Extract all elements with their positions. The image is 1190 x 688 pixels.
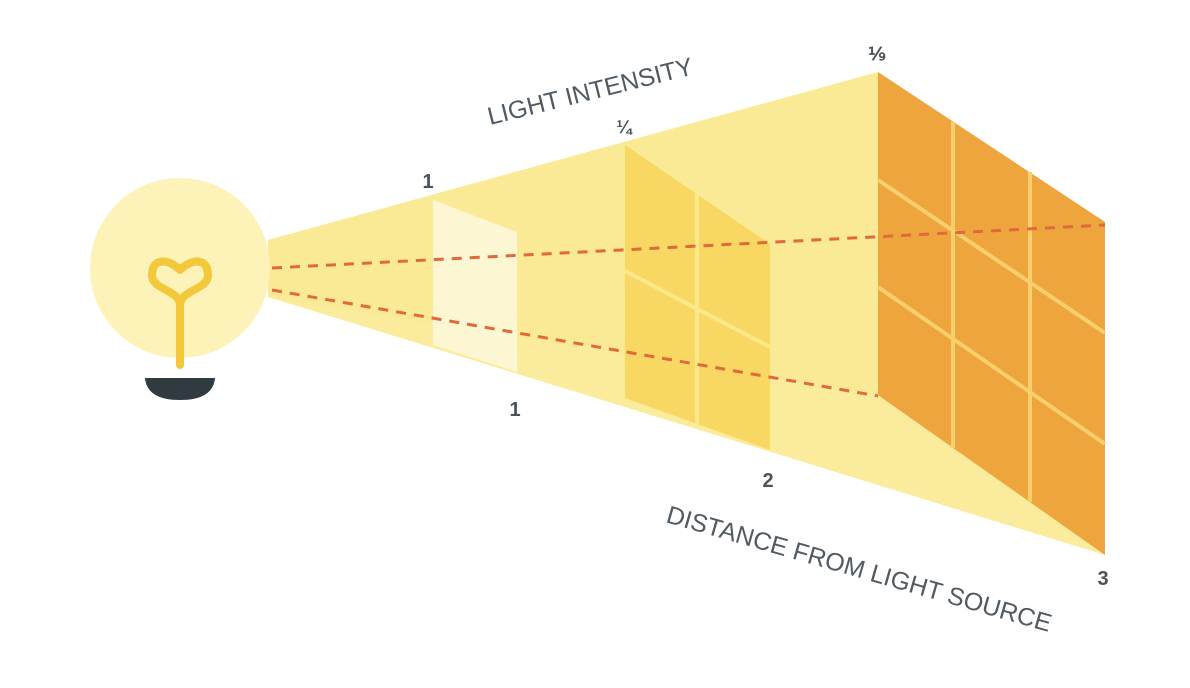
light-bulb-icon bbox=[90, 178, 270, 400]
intensity-label-1: 1 bbox=[422, 171, 433, 193]
distance-label-3: 3 bbox=[1097, 568, 1108, 590]
intensity-label-2: ¼ bbox=[616, 117, 633, 137]
panel-distance-3 bbox=[876, 72, 1107, 555]
intensity-label-3: ⅑ bbox=[868, 44, 886, 64]
distance-label-1: 1 bbox=[509, 399, 520, 421]
panel-distance-2 bbox=[624, 145, 771, 450]
dashed-line-lower bbox=[271, 288, 879, 398]
distance-label-2: 2 bbox=[762, 470, 773, 492]
panel-distance-1 bbox=[433, 200, 517, 372]
dashed-line-upper bbox=[271, 223, 1106, 270]
light-intensity-title: LIGHT INTENSITY bbox=[485, 53, 697, 131]
